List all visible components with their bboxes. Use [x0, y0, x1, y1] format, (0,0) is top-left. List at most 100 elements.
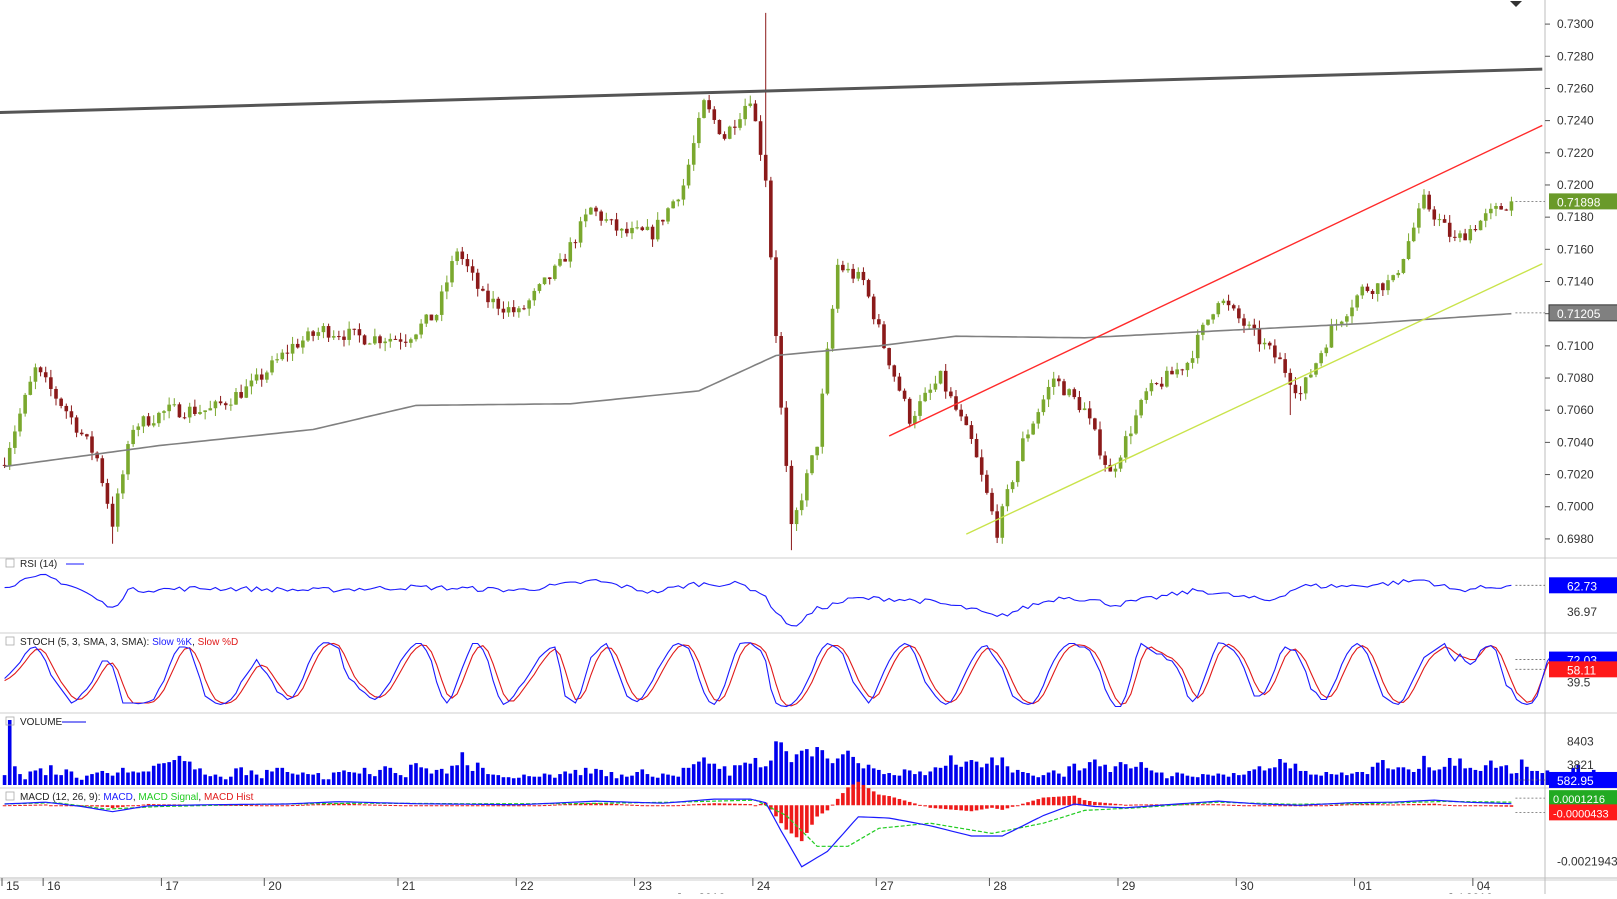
macd-histogram-bar [614, 804, 619, 806]
macd-histogram-bar [1396, 804, 1401, 806]
macd-histogram-bar [1381, 804, 1385, 806]
macd-histogram-bar [877, 794, 881, 806]
candle-body [1149, 383, 1154, 392]
macd-histogram-bar [712, 803, 717, 806]
candle-body [1504, 209, 1509, 211]
macd-histogram-bar [949, 805, 953, 810]
candle-body [799, 500, 804, 511]
macd-histogram-bar [157, 804, 161, 806]
volume-bar [1180, 773, 1185, 785]
macd-histogram-bar [460, 805, 465, 807]
candle-body [414, 334, 418, 340]
macd-histogram-bar [347, 803, 351, 806]
macd-histogram-bar [496, 805, 501, 807]
macd-histogram-bar [532, 805, 537, 807]
volume-bar [367, 774, 372, 785]
stoch-title-part: , [192, 637, 198, 648]
volume-bar [1021, 772, 1025, 785]
macd-histogram-bar [1267, 805, 1272, 807]
volume-bar [892, 775, 897, 785]
candle-body [717, 119, 722, 135]
volume-bar [1159, 772, 1164, 785]
macd-current-box [1549, 804, 1617, 821]
volume-axis-label: 8403 [1567, 734, 1594, 748]
macd-histogram-bar [1041, 797, 1046, 806]
volume-bar [1195, 777, 1200, 785]
volume-bar [352, 772, 357, 785]
price-axis-tick-label: 0.7200 [1557, 178, 1594, 192]
macd-histogram-bar [409, 805, 413, 807]
macd-title: MACD (12, 26, 9): MACD, MACD Signal, MAC… [20, 792, 254, 803]
macd-histogram-bar [28, 804, 33, 806]
candle-body [1458, 233, 1462, 238]
macd-histogram-bar [1365, 804, 1370, 806]
macd-histogram-bar [90, 805, 94, 807]
volume-bar [2, 775, 7, 785]
volume-bar [383, 766, 387, 785]
volume-bar [157, 763, 161, 785]
macd-histogram-bar [753, 805, 758, 807]
candle-body [805, 473, 809, 501]
candle-body [259, 374, 264, 380]
volume-bar [475, 762, 480, 785]
volume-bar [1175, 772, 1179, 785]
macd-histogram-bar [851, 784, 855, 806]
time-axis-tick-label: 04 [1477, 879, 1491, 893]
macd-histogram-bar [954, 805, 958, 810]
volume-bar [594, 768, 598, 785]
volume-bar [1134, 766, 1138, 785]
candle-body [619, 228, 624, 231]
candle-body [1386, 280, 1390, 291]
candle-body [1473, 229, 1478, 231]
volume-bar [13, 766, 17, 785]
candle-body [90, 436, 94, 453]
macd-histogram-bar [1031, 800, 1035, 806]
macd-histogram-bar [1375, 804, 1380, 806]
volume-bar [542, 773, 547, 785]
macd-histogram-bar [1118, 804, 1123, 806]
volume-bar [1267, 768, 1272, 785]
candle-body [614, 219, 619, 231]
volume-bar [1165, 778, 1169, 785]
candle-body [630, 227, 634, 234]
candle-body [59, 398, 63, 406]
macd-histogram-bar [280, 805, 285, 807]
candle-body [49, 377, 53, 389]
macd-histogram-bar [1206, 804, 1210, 806]
volume-bar [835, 758, 840, 785]
price-axis-tick-label: 0.7160 [1557, 242, 1594, 256]
macd-histogram-bar [979, 805, 984, 810]
candle-body [301, 340, 305, 348]
macd-histogram-bar [511, 805, 516, 807]
candle-body [218, 401, 223, 404]
chart-scroll-arrow-icon[interactable] [1510, 1, 1522, 7]
candle-body [244, 386, 249, 398]
volume-bar [59, 775, 63, 785]
macd-histogram-bar [151, 804, 156, 806]
candle-body [1489, 208, 1493, 214]
macd-histogram-bar [542, 805, 547, 807]
candle-body [774, 257, 778, 337]
volume-bar [439, 768, 444, 785]
macd-histogram-bar [1077, 797, 1082, 806]
candle-body [1319, 353, 1323, 364]
volume-bar [295, 774, 300, 785]
macd-histogram-bar [799, 805, 804, 842]
macd-histogram-bar [1262, 805, 1267, 807]
candle-body [1108, 464, 1113, 472]
volume-bar [995, 765, 999, 785]
candle-body [1221, 300, 1226, 304]
macd-histogram-bar [126, 805, 130, 807]
candle-body [1447, 222, 1452, 237]
volume-bar [218, 776, 223, 785]
volume-bar [1334, 774, 1339, 785]
candle-body [331, 336, 336, 338]
candle-body [1041, 399, 1046, 413]
volume-bar [331, 772, 336, 785]
candle-body [522, 308, 526, 310]
volume-bar [1062, 776, 1066, 785]
macd-histogram-bar [830, 804, 835, 806]
macd-histogram-bar [1401, 804, 1406, 806]
macd-histogram-bar [1154, 804, 1159, 806]
volume-bar [105, 773, 110, 785]
